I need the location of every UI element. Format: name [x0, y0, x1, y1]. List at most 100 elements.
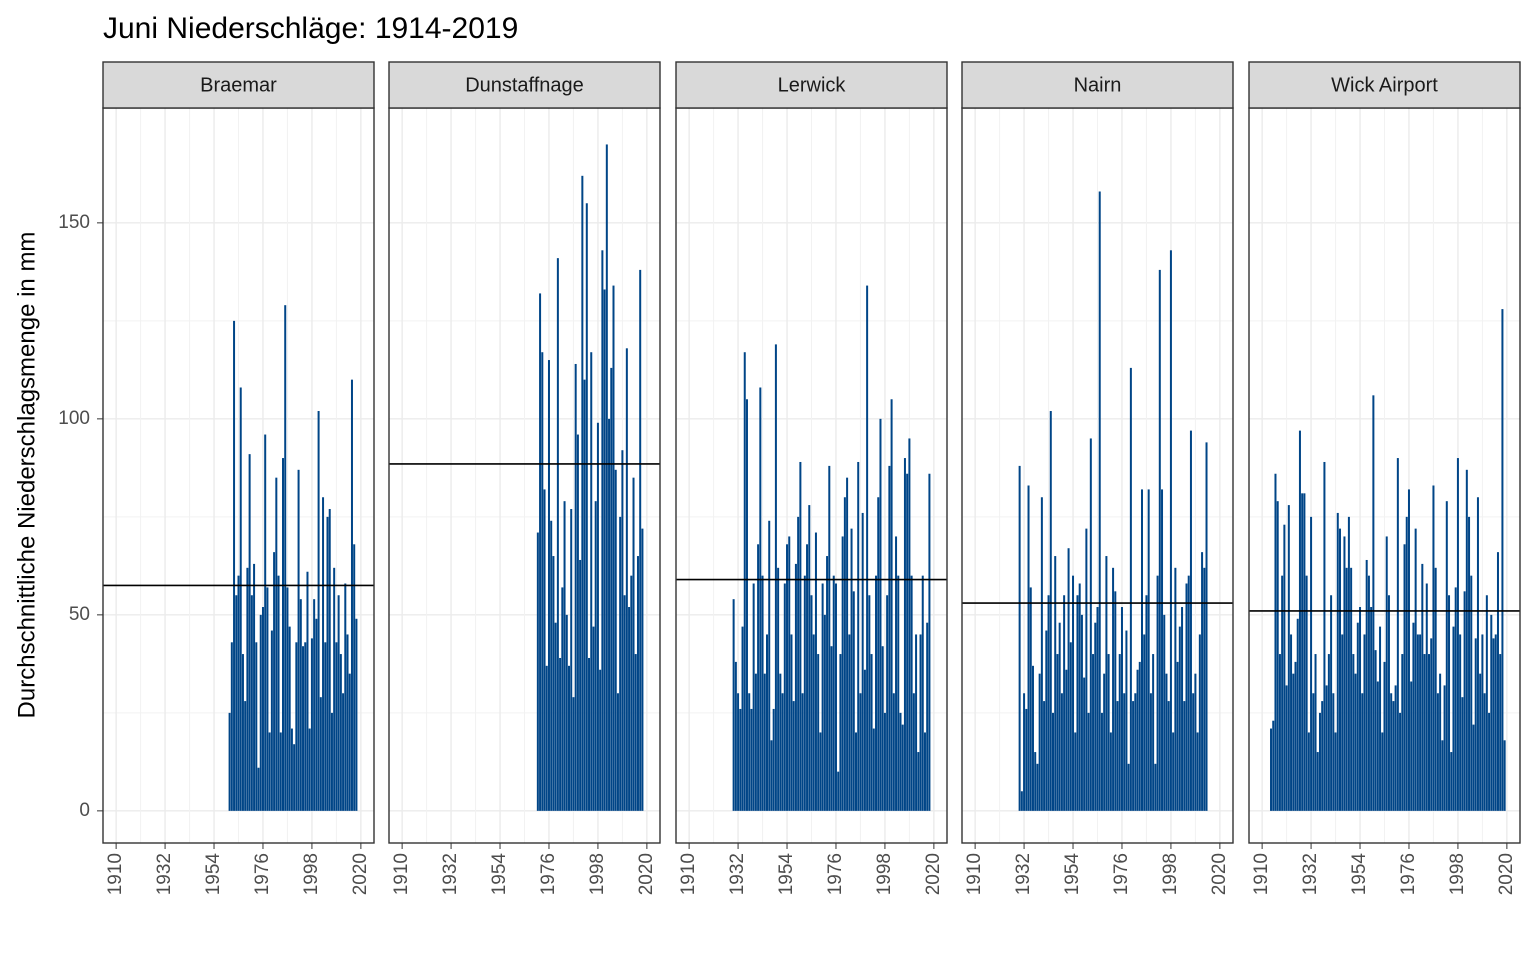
bar — [621, 450, 624, 811]
bar — [1463, 591, 1466, 811]
bar — [1087, 712, 1090, 811]
bar — [295, 642, 298, 811]
bar — [850, 528, 853, 811]
x-tick-label: 1954 — [1062, 853, 1083, 896]
x-tick-label: 1976 — [538, 853, 559, 895]
bar — [1445, 501, 1448, 811]
bar — [244, 701, 247, 811]
bar — [923, 732, 926, 811]
bar — [561, 587, 564, 811]
x-tick-label: 1910 — [105, 853, 126, 895]
bar — [1203, 567, 1206, 811]
bar — [857, 461, 860, 811]
bar — [1479, 673, 1482, 811]
bar — [228, 712, 231, 811]
bar — [273, 552, 276, 811]
bar — [743, 352, 746, 811]
bar — [732, 599, 735, 811]
bar — [1345, 567, 1348, 811]
bar — [1287, 505, 1290, 811]
bar — [826, 556, 829, 811]
bar — [1372, 395, 1375, 811]
bar — [912, 693, 915, 811]
bar — [1156, 575, 1159, 811]
bar — [739, 708, 742, 811]
bar — [350, 379, 353, 811]
x-tick-label: 1954 — [203, 853, 224, 896]
bar — [539, 293, 542, 811]
x-tick-label: 1910 — [678, 853, 699, 895]
bar — [1152, 654, 1155, 811]
bar — [235, 595, 238, 811]
bar — [888, 465, 891, 811]
y-tick-label: 100 — [58, 408, 90, 429]
bar — [545, 665, 548, 811]
bar — [324, 642, 327, 811]
bar — [1323, 461, 1326, 811]
bar — [810, 595, 813, 811]
x-tick-label: 2020 — [636, 853, 657, 895]
bar — [1080, 614, 1083, 811]
bar — [883, 712, 886, 811]
bar — [1314, 654, 1317, 811]
bar — [1403, 544, 1406, 811]
bar — [1452, 626, 1455, 811]
bar — [1067, 548, 1070, 811]
bar — [1169, 250, 1172, 811]
strip-label: Dunstaffnage — [465, 74, 584, 96]
x-tick-label: 2020 — [923, 853, 944, 895]
bar — [812, 634, 815, 811]
bar — [1356, 622, 1359, 811]
bar — [1025, 708, 1028, 811]
x-tick-label: 1910 — [391, 853, 412, 895]
bar — [628, 607, 631, 811]
bar — [1027, 485, 1030, 811]
bar — [1318, 712, 1321, 811]
bar — [908, 438, 911, 811]
bar — [783, 583, 786, 811]
bar — [279, 732, 282, 811]
bar — [848, 634, 851, 811]
bar — [308, 728, 311, 811]
bar — [1410, 681, 1413, 811]
bar — [255, 642, 258, 811]
bar — [570, 509, 573, 811]
bar — [583, 379, 586, 811]
bar — [594, 501, 597, 811]
x-tick-label: 1954 — [489, 853, 510, 896]
bar — [1120, 607, 1123, 811]
bar — [837, 771, 840, 811]
bar — [1343, 536, 1346, 811]
bar — [852, 591, 855, 811]
bar — [1427, 654, 1431, 811]
bar — [1370, 607, 1373, 811]
bar — [1198, 634, 1201, 811]
bar — [306, 571, 309, 811]
bar — [310, 638, 313, 811]
y-tick-label: 50 — [69, 604, 90, 625]
bar — [1330, 595, 1333, 811]
bar — [348, 673, 351, 811]
bar — [616, 693, 619, 811]
bar — [541, 352, 544, 811]
bar — [1430, 638, 1433, 811]
strip — [388, 61, 661, 109]
bar — [559, 657, 562, 811]
bar — [1274, 473, 1277, 811]
x-tick-label: 1932 — [1300, 853, 1321, 895]
bar — [1201, 552, 1204, 811]
bar — [1036, 763, 1039, 811]
bar — [572, 697, 575, 811]
bar — [828, 465, 831, 811]
bar — [270, 630, 273, 811]
bar — [1105, 556, 1108, 811]
bar — [926, 622, 929, 811]
bar — [1425, 583, 1428, 811]
bar — [1076, 595, 1079, 811]
bar — [230, 642, 233, 811]
bar — [1376, 681, 1379, 811]
bar — [1321, 701, 1324, 811]
bar — [801, 693, 804, 811]
bar — [319, 697, 322, 811]
bar — [1334, 732, 1337, 811]
